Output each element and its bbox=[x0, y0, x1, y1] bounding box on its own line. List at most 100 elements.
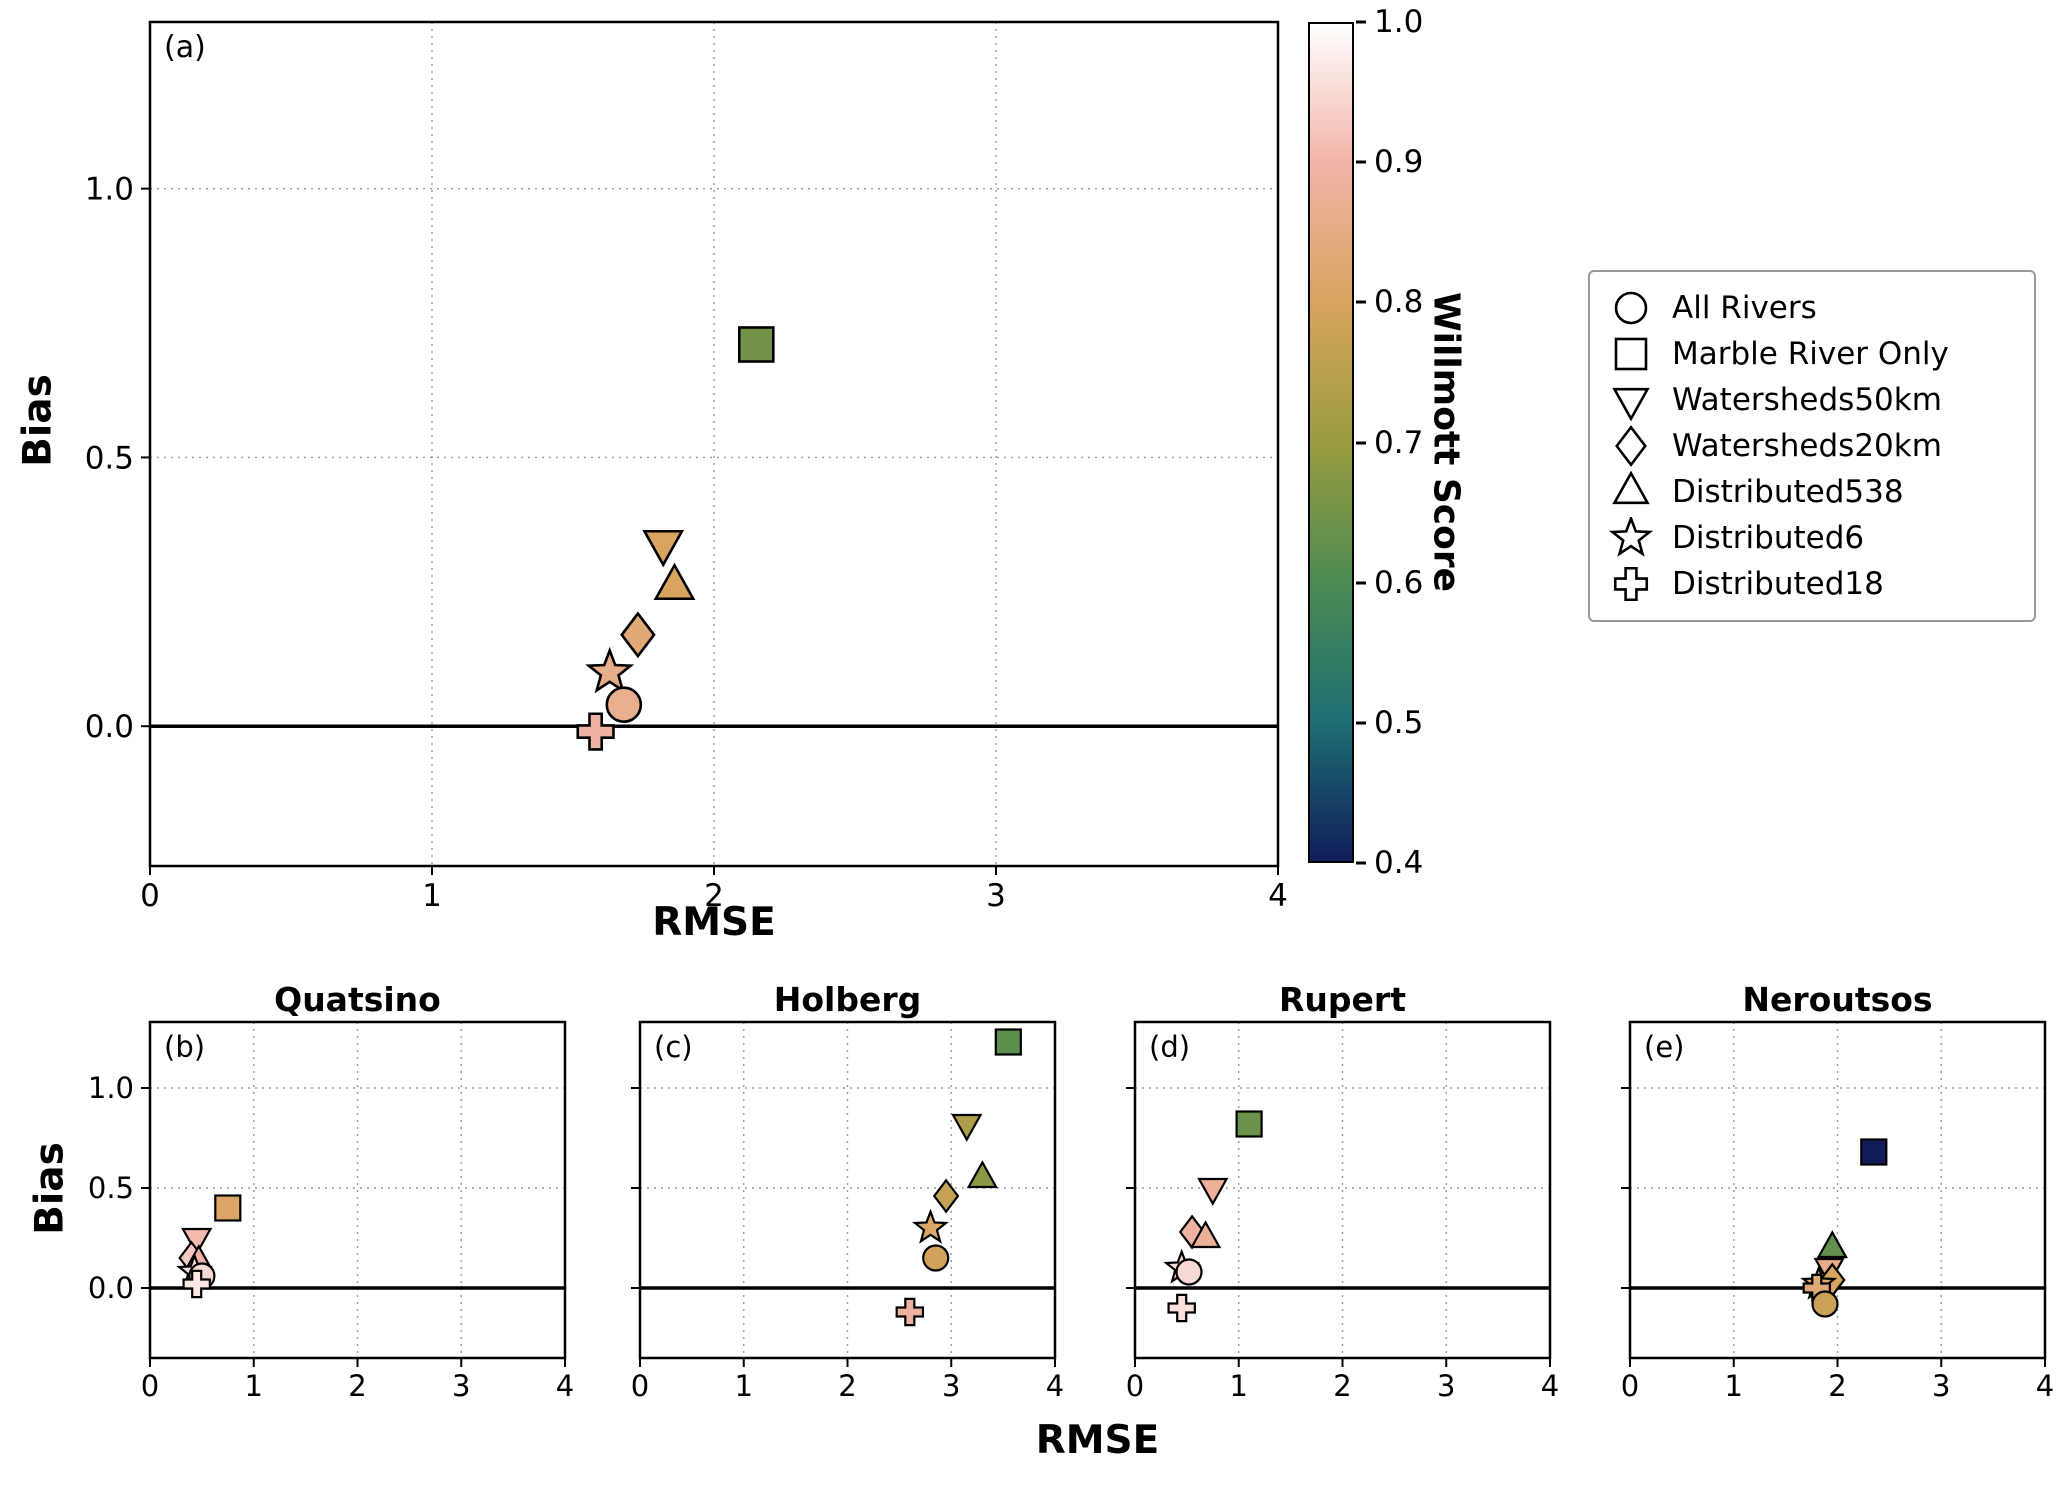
colorbar-tick-label: 1.0 bbox=[1374, 4, 1424, 40]
x-tick-label: 1 bbox=[735, 1369, 753, 1403]
data-point-triangle-up bbox=[653, 562, 696, 601]
x-tick-label: 3 bbox=[986, 878, 1006, 914]
x-tick-label: 0 bbox=[631, 1369, 649, 1403]
scatter-panel-e: (e) 0 1 2 3 4 bbox=[1621, 1020, 2054, 1403]
colorbar-tick-labels: 1.0 0.9 0.8 0.7 0.6 0.5 0.4 bbox=[1356, 4, 1486, 881]
triangle-up-legend-icon bbox=[1612, 471, 1650, 505]
data-point-star bbox=[585, 646, 635, 694]
x-tick-label: 1 bbox=[245, 1369, 263, 1403]
x-tick-label: 1 bbox=[422, 878, 442, 914]
data-point-square bbox=[737, 326, 775, 363]
data-point-triangle-down bbox=[951, 1113, 983, 1142]
plot-area-a: 0 1 2 3 4 0.0 0.5 1.0 bbox=[85, 20, 1288, 914]
data-point-circle bbox=[922, 1244, 950, 1272]
x-tick-label: 3 bbox=[1932, 1369, 1950, 1403]
colorbar bbox=[1308, 22, 1354, 863]
legend-label: Marble River Only bbox=[1672, 336, 1949, 372]
diamond-legend-icon bbox=[1615, 425, 1647, 467]
colorbar-tick-mark bbox=[1356, 441, 1366, 445]
square-legend-icon bbox=[1614, 337, 1648, 371]
legend-label: Distributed6 bbox=[1672, 520, 1865, 556]
subplot-title-neroutsos: Neroutsos bbox=[1742, 980, 1933, 1019]
legend-label: Distributed538 bbox=[1672, 474, 1904, 510]
plot-area-d: 0 1 2 3 4 bbox=[1126, 1020, 1559, 1403]
legend-label: Distributed18 bbox=[1672, 566, 1884, 602]
data-point-diamond bbox=[932, 1178, 960, 1214]
y-tick-label: 0.5 bbox=[85, 440, 134, 476]
legend-item-all-rivers: All Rivers bbox=[1608, 286, 2016, 330]
colorbar-tick-label: 0.6 bbox=[1374, 565, 1424, 601]
plot-area-c: 0 1 2 3 4 bbox=[631, 1020, 1064, 1403]
legend-item-distributed6: Distributed6 bbox=[1608, 516, 2016, 560]
data-point-square bbox=[994, 1028, 1022, 1056]
colorbar-tick-mark bbox=[1356, 861, 1366, 865]
plot-area-e: 0 1 2 3 4 bbox=[1621, 1020, 2054, 1403]
data-point-diamond bbox=[620, 611, 656, 659]
colorbar-tick-label: 0.7 bbox=[1374, 425, 1424, 461]
x-tick-label: 3 bbox=[942, 1369, 960, 1403]
scatter-panel-c: (c) 0 1 2 3 4 bbox=[631, 1020, 1064, 1403]
plot-area-b: 0 1 2 3 4 0.0 0.5 1.0 bbox=[88, 1020, 574, 1403]
data-point-plus bbox=[576, 712, 615, 751]
x-axis-label-shared: RMSE bbox=[1035, 1418, 1160, 1463]
y-tick-label: 1.0 bbox=[85, 171, 134, 207]
data-point-triangle-up bbox=[1189, 1220, 1222, 1249]
data-point-triangle-up bbox=[1816, 1230, 1848, 1259]
data-point-circle bbox=[1811, 1290, 1839, 1318]
legend-item-distributed538: Distributed538 bbox=[1608, 470, 2016, 514]
subplot-title-holberg: Holberg bbox=[773, 980, 922, 1019]
legend-label: All Rivers bbox=[1672, 290, 1817, 326]
x-tick-label: 2 bbox=[1828, 1369, 1846, 1403]
x-tick-label: 0 bbox=[140, 878, 160, 914]
x-tick-label: 1 bbox=[1230, 1369, 1248, 1403]
plus-legend-icon bbox=[1613, 566, 1649, 602]
y-tick-label: 0.0 bbox=[88, 1271, 134, 1305]
star-legend-icon bbox=[1608, 517, 1654, 557]
data-point-star bbox=[912, 1208, 949, 1244]
x-axis-label-a: RMSE bbox=[652, 900, 776, 945]
x-tick-label: 0 bbox=[141, 1369, 159, 1403]
scatter-panel-a: (a) 0 1 2 3 4 0.0 0.5 1.0 bbox=[85, 20, 1288, 914]
subplot-title-quatsino: Quatsino bbox=[274, 980, 441, 1019]
legend: All Rivers Marble River Only Watersheds50k… bbox=[1588, 270, 2036, 622]
colorbar-tick-label: 0.4 bbox=[1374, 845, 1424, 881]
data-point-circle bbox=[1175, 1258, 1203, 1286]
x-tick-label: 4 bbox=[2036, 1369, 2054, 1403]
colorbar-tick-mark bbox=[1356, 721, 1366, 725]
y-tick-label: 1.0 bbox=[88, 1071, 134, 1105]
colorbar-tick-mark bbox=[1356, 20, 1366, 24]
x-tick-label: 1 bbox=[1725, 1369, 1743, 1403]
circle-legend-icon bbox=[1614, 291, 1648, 325]
data-point-plus bbox=[895, 1297, 925, 1327]
x-tick-label: 0 bbox=[1126, 1369, 1144, 1403]
subplot-title-rupert: Rupert bbox=[1279, 980, 1406, 1019]
y-axis-label-a: Bias bbox=[15, 374, 61, 467]
x-tick-label: 3 bbox=[1437, 1369, 1455, 1403]
legend-label: Watersheds50km bbox=[1672, 382, 1942, 418]
data-point-circle bbox=[605, 686, 643, 724]
colorbar-tick-mark bbox=[1356, 160, 1366, 164]
data-point-triangle-down bbox=[1197, 1177, 1229, 1206]
x-tick-label: 2 bbox=[704, 878, 724, 914]
legend-item-distributed18: Distributed18 bbox=[1608, 562, 2016, 606]
panel-label-c: (c) bbox=[654, 1030, 693, 1064]
panel-label-d: (d) bbox=[1149, 1030, 1191, 1064]
x-tick-label: 3 bbox=[452, 1369, 470, 1403]
x-tick-label: 2 bbox=[1333, 1369, 1351, 1403]
scatter-panel-b: (b) 0 1 2 3 4 0.0 0.5 1.0 bbox=[88, 1020, 574, 1403]
panel-label-e: (e) bbox=[1644, 1030, 1685, 1064]
panel-label-a: (a) bbox=[164, 30, 206, 65]
x-tick-label: 4 bbox=[1046, 1369, 1064, 1403]
colorbar-title: Willmott Score bbox=[1425, 291, 1467, 593]
y-tick-label: 0.5 bbox=[88, 1171, 134, 1205]
data-point-triangle-up bbox=[966, 1160, 999, 1189]
colorbar-tick-mark bbox=[1356, 581, 1366, 585]
legend-label: Watersheds20km bbox=[1672, 428, 1942, 464]
colorbar-tick-label: 0.5 bbox=[1374, 705, 1424, 741]
x-tick-label: 2 bbox=[838, 1369, 856, 1403]
data-point-plus bbox=[182, 1269, 211, 1299]
x-tick-label: 4 bbox=[1541, 1369, 1559, 1403]
x-tick-label: 4 bbox=[556, 1369, 574, 1403]
colorbar-tick-label: 0.9 bbox=[1374, 144, 1424, 180]
